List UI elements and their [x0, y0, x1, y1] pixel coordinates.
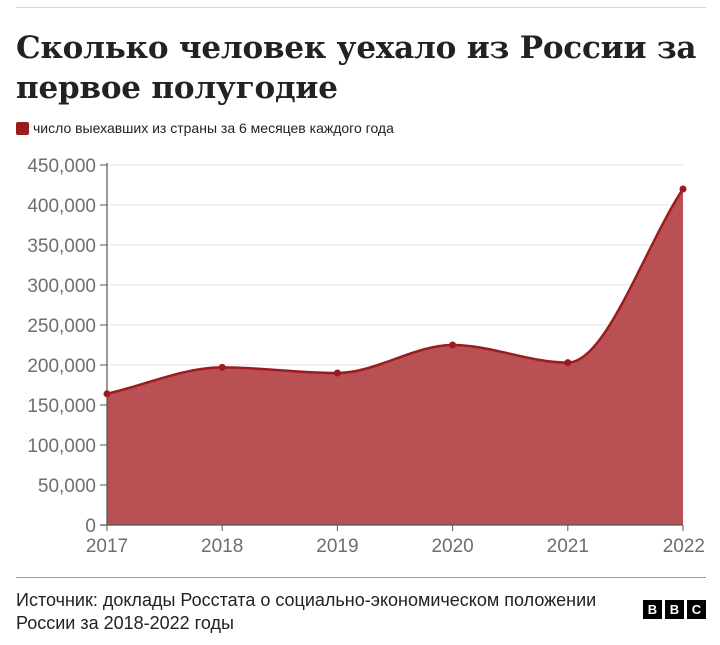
y-tick-label: 300,000 — [27, 276, 96, 297]
y-tick-label: 200,000 — [27, 356, 96, 377]
legend-label: число выехавших из страны за 6 месяцев к… — [33, 120, 394, 136]
y-tick-label: 0 — [85, 516, 96, 537]
x-tick-label: 2022 — [663, 536, 705, 557]
y-tick-label: 100,000 — [27, 436, 96, 457]
x-tick-label: 2019 — [316, 536, 358, 557]
x-tick-label: 2018 — [201, 536, 243, 557]
y-tick-label: 350,000 — [27, 236, 96, 257]
axes — [100, 163, 684, 531]
y-tick-label: 150,000 — [27, 396, 96, 417]
bottom-divider — [16, 577, 706, 578]
legend: число выехавших из страны за 6 месяцев к… — [16, 120, 394, 136]
top-divider — [16, 7, 706, 8]
y-axis-tick-labels: 0 50,000 100,000 150,000 200,000 250,000 300,0… — [27, 156, 96, 537]
legend-swatch — [16, 121, 29, 135]
bbc-logo-letter: B — [665, 600, 684, 619]
y-tick-label: 400,000 — [27, 196, 96, 217]
data-point — [679, 185, 687, 193]
x-axis-tick-labels: 2017 2018 2019 2020 2021 2022 — [86, 536, 705, 557]
data-point — [449, 341, 457, 349]
area-chart: 0 50,000 100,000 150,000 200,000 250,000 300,0… — [27, 156, 705, 557]
x-tick-label: 2017 — [86, 536, 128, 557]
source-note: Источник: доклады Росстата о социально-э… — [16, 590, 597, 633]
data-point — [218, 363, 226, 371]
bbc-logo-letter: B — [643, 600, 662, 619]
data-point — [564, 359, 572, 367]
y-tick-label: 450,000 — [27, 156, 96, 177]
y-tick-label: 250,000 — [27, 316, 96, 337]
data-points — [103, 185, 687, 398]
bbc-logo: B B C — [643, 600, 706, 619]
data-point — [333, 369, 341, 377]
x-tick-label: 2021 — [547, 536, 589, 557]
data-point — [103, 390, 111, 398]
bbc-logo-letter: C — [687, 600, 706, 619]
chart-title: Сколько человек уехало из России за перв… — [16, 30, 697, 106]
series-area — [107, 189, 683, 525]
y-tick-label: 50,000 — [38, 476, 96, 497]
x-tick-label: 2020 — [431, 536, 473, 557]
